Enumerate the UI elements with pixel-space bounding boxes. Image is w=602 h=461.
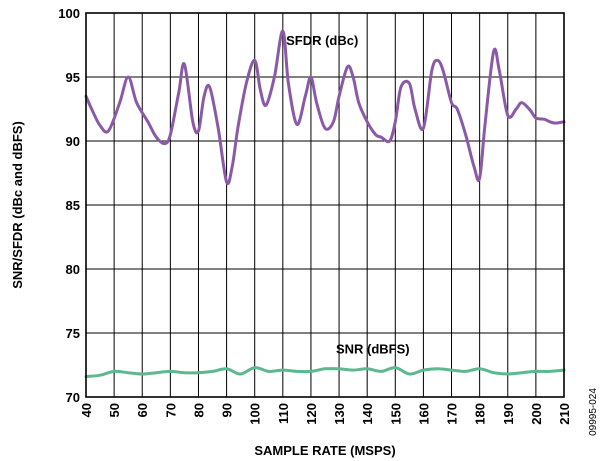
x-tick-label: 80 [191,403,206,417]
y-tick-label: 95 [66,70,80,85]
x-tick-label: 120 [304,403,319,425]
y-tick-label: 90 [66,134,80,149]
x-tick-label: 170 [445,403,460,425]
x-tick-label: 130 [332,403,347,425]
x-tick-label: 110 [276,403,291,424]
sfdr-label: SFDR (dBc) [286,33,358,48]
series-annotations: SFDR (dBc) SNR (dBFS) [286,33,410,356]
x-tick-label: 180 [473,403,488,425]
x-tick-label: 160 [416,403,431,425]
x-tick-label: 190 [501,403,516,425]
x-tick-label: 150 [388,403,403,425]
x-tick-label: 60 [135,403,150,417]
y-axis-label: SNR/SFDR (dBc and dBFS) [10,121,25,289]
x-tick-label: 100 [248,403,263,425]
series-lines [84,29,566,378]
y-tick-labels: 70 75 80 85 90 95 100 [58,6,80,405]
x-tick-label: 210 [557,403,572,425]
x-tick-label: 40 [79,403,94,417]
y-tick-label: 85 [66,198,80,213]
x-tick-label: 200 [529,403,544,425]
sfdr-line [84,29,566,186]
y-tick-label: 80 [66,262,80,277]
x-tick-labels: 40 50 60 70 80 90 100 110 120 130 140 150 160 170 180 1… [79,403,572,425]
y-tick-label: 100 [58,6,80,21]
x-axis-label: SAMPLE RATE (MSPS) [254,443,395,458]
plot-frame [85,12,565,398]
snr-line [84,366,566,378]
snr-label: SNR (dBFS) [336,341,410,356]
x-tick-label: 70 [163,403,178,417]
y-tick-label: 75 [66,326,80,341]
x-tick-label: 90 [220,403,235,417]
y-tick-label: 70 [66,390,80,405]
x-tick-label: 140 [360,403,375,425]
figure-id: 09995-024 [588,388,599,436]
x-tick-label: 50 [107,403,122,417]
